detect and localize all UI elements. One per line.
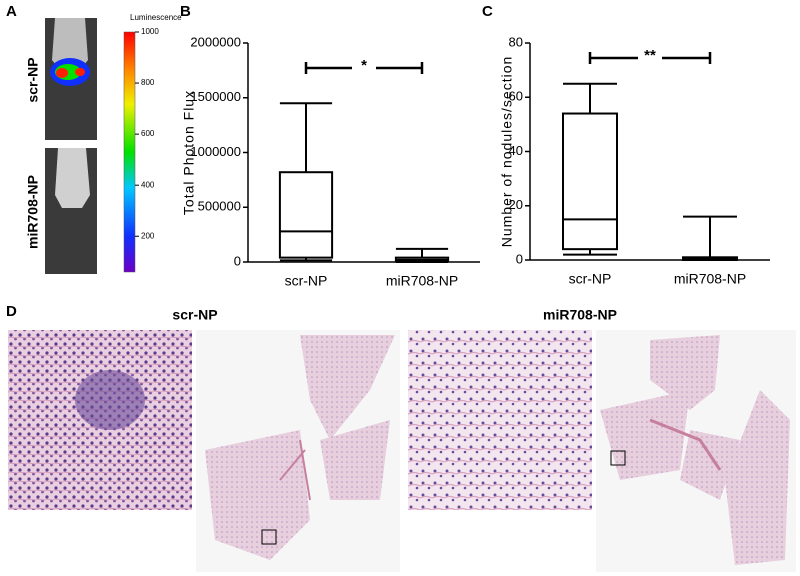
panel-letter: D xyxy=(6,303,17,320)
y-tick-label: 80 xyxy=(509,34,523,49)
x-tick-label: miR708-NP xyxy=(386,273,458,289)
group-label: scr-NP xyxy=(25,57,41,102)
y-tick-label: 40 xyxy=(509,143,523,158)
y-tick-label: 500000 xyxy=(198,199,241,214)
y-tick-label: 60 xyxy=(509,89,523,104)
x-tick-label: scr-NP xyxy=(569,271,612,287)
y-tick-label: 1000000 xyxy=(190,144,241,159)
panel-letter: C xyxy=(482,3,493,20)
y-tick-label: 20 xyxy=(509,197,523,212)
annotation: ** xyxy=(644,47,656,64)
y-tick-label: 0 xyxy=(234,253,241,268)
y-axis-label: Number of nodules/section xyxy=(499,56,515,248)
colorbar-title: Luminescence xyxy=(130,13,182,22)
colorbar-tick-label: 600 xyxy=(141,129,155,138)
annotation-bg xyxy=(352,60,376,76)
box xyxy=(562,112,618,251)
box xyxy=(278,171,334,259)
colorbar-tick-label: 1000 xyxy=(141,27,159,36)
y-axis-label: Total Photon Flux xyxy=(181,90,197,215)
panel-title: miR708-NP xyxy=(543,307,617,323)
histology-images xyxy=(8,330,796,572)
colorbar-tick-label: 200 xyxy=(141,231,155,240)
mouse-images xyxy=(45,18,97,274)
annotation-bg xyxy=(638,50,662,66)
panel-letter: A xyxy=(6,3,17,20)
colorbar xyxy=(123,31,136,273)
x-tick-label: scr-NP xyxy=(285,273,328,289)
group-label: miR708-NP xyxy=(25,175,41,249)
colorbar-tick-label: 800 xyxy=(141,78,155,87)
colorbar-tick-label: 400 xyxy=(141,180,155,189)
annotation: * xyxy=(361,57,367,74)
y-tick-label: 1500000 xyxy=(190,89,241,104)
panel-title: scr-NP xyxy=(172,307,217,323)
y-tick-label: 0 xyxy=(516,251,523,266)
panel-letter: B xyxy=(180,3,191,20)
x-tick-label: miR708-NP xyxy=(674,271,746,287)
y-tick-label: 2000000 xyxy=(190,34,241,49)
